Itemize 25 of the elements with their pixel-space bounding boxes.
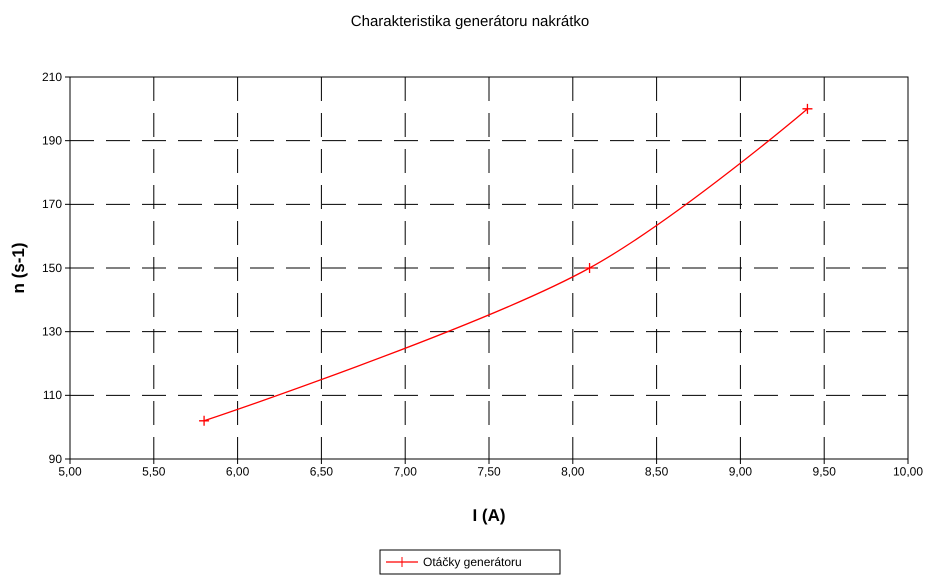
x-tick-label: 9,50: [812, 464, 836, 479]
x-tick-label: 7,50: [477, 464, 501, 479]
point: [802, 103, 814, 114]
x-tick-label: 10,00: [892, 464, 924, 479]
x-tick-label: 8,50: [644, 464, 669, 479]
legend-label: Otáčky generátoru: [423, 555, 522, 569]
x-tick-label: 9,00: [728, 464, 752, 479]
y-tick-label: 190: [42, 134, 62, 148]
x-tick-label: 8,00: [561, 464, 585, 479]
x-tick-label: 5,00: [58, 464, 82, 479]
y-tick-label: 170: [42, 197, 62, 212]
y-axis-title: n (s-1): [9, 242, 28, 294]
x-tick-label: 6,50: [310, 464, 334, 479]
y-tick-label: 210: [42, 70, 62, 84]
y-tick-label: 90: [48, 452, 62, 466]
x-axis-title: I (A): [472, 506, 506, 525]
y-tick-label: 130: [42, 324, 62, 339]
y-tick-label: 150: [42, 260, 62, 275]
point: [198, 415, 210, 426]
y-tick-label: 110: [42, 388, 62, 402]
x-tick-label: 5,50: [142, 464, 166, 479]
x-tick-label: 6,00: [226, 464, 250, 479]
chart-title: Charakteristika generátoru nakrátko: [350, 13, 590, 30]
point: [584, 262, 596, 274]
x-tick-label: 7,00: [394, 464, 418, 479]
